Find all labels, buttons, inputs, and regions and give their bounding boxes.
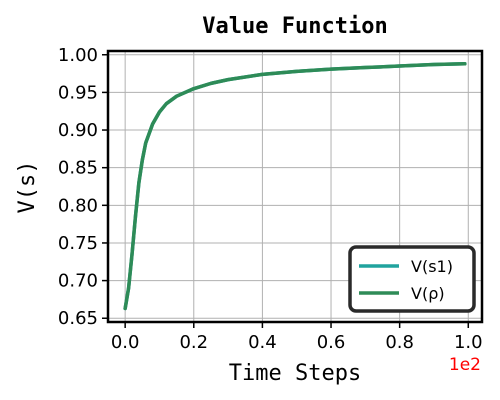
x-tick-label: 1.0 [454,332,483,353]
y-axis-label: V(s) [15,161,40,214]
plot-lines [123,62,467,311]
x-tick-label: 0.8 [385,332,414,353]
y-tick-label: 0.80 [58,195,98,216]
y-tick-label: 0.95 [58,82,98,103]
legend-label-rho: V(ρ) [411,284,445,303]
chart-title: Value Function [202,14,387,39]
axis-ticks: 0.0 0.2 0.4 0.6 0.8 1.0 0.65 0.70 0.75 0.80 0.85 0.… [58,45,483,353]
y-tick-label: 0.85 [58,158,98,179]
y-tick-label: 0.70 [58,271,98,292]
x-offset-label: 1e2 [449,355,481,375]
x-axis-label: Time Steps [229,361,361,386]
grid [108,51,482,322]
legend-box [348,245,476,313]
legend-label-s1: V(s1) [411,257,453,276]
x-tick-label: 0.0 [111,332,140,353]
x-tick-label: 0.6 [317,332,346,353]
legend: V(s1) V(ρ) [348,245,476,313]
x-tick-label: 0.2 [179,332,208,353]
series-line-1 [123,62,467,311]
y-tick-label: 0.65 [58,308,98,329]
plot-frame [106,49,484,324]
y-tick-label: 0.90 [58,120,98,141]
y-tick-label: 0.75 [58,233,98,254]
y-tick-label: 1.00 [58,45,98,66]
x-tick-label: 0.4 [248,332,277,353]
